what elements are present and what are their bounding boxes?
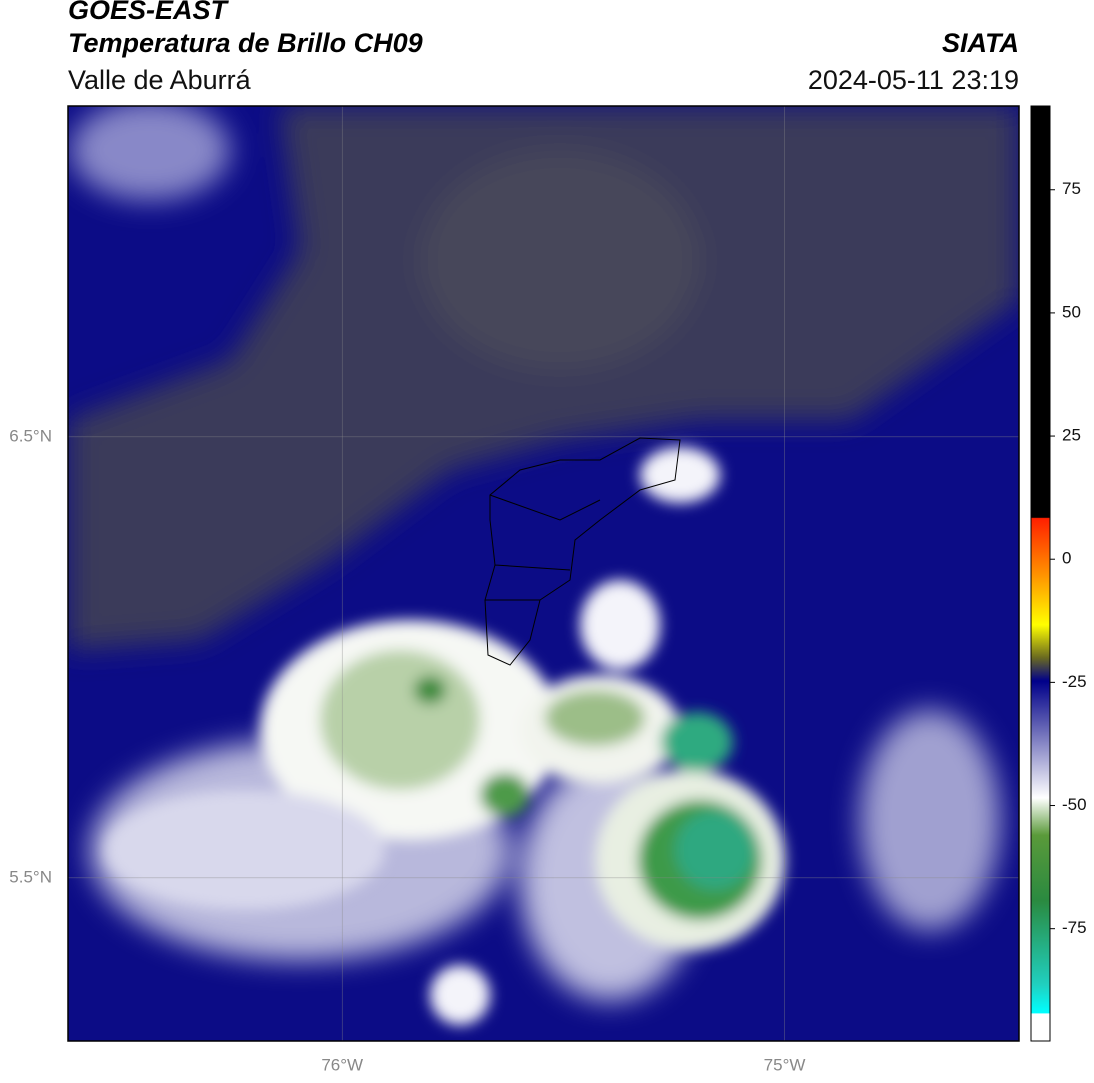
colorbar-tick-label: -25 (1062, 672, 1087, 691)
graticule (68, 106, 1019, 1041)
source: SIATA (942, 28, 1019, 58)
datetime: 2024-05-11 23:19 (808, 65, 1019, 95)
colorbar-tick-label: 75 (1062, 179, 1081, 198)
satellite-image (68, 106, 1019, 1041)
title: GOES-EAST (68, 0, 230, 25)
map-frame (67, 105, 1020, 1042)
region: Valle de Aburrá (68, 65, 252, 95)
y-tick-label: 5.5°N (9, 867, 52, 886)
subtitle: Temperatura de Brillo CH09 (68, 28, 423, 58)
colorbar-tick-label: 25 (1062, 426, 1081, 445)
colorbar-tick-label: 0 (1062, 549, 1071, 568)
colorbar-tick-label: 50 (1062, 302, 1081, 321)
x-tick-label: 76°W (321, 1055, 363, 1074)
colorbar-tick-label: -75 (1062, 918, 1087, 937)
colorbar-tick-label: -50 (1062, 795, 1087, 814)
y-tick-label: 6.5°N (9, 426, 52, 445)
colorbar (1030, 105, 1051, 1042)
x-tick-label: 75°W (764, 1055, 806, 1074)
